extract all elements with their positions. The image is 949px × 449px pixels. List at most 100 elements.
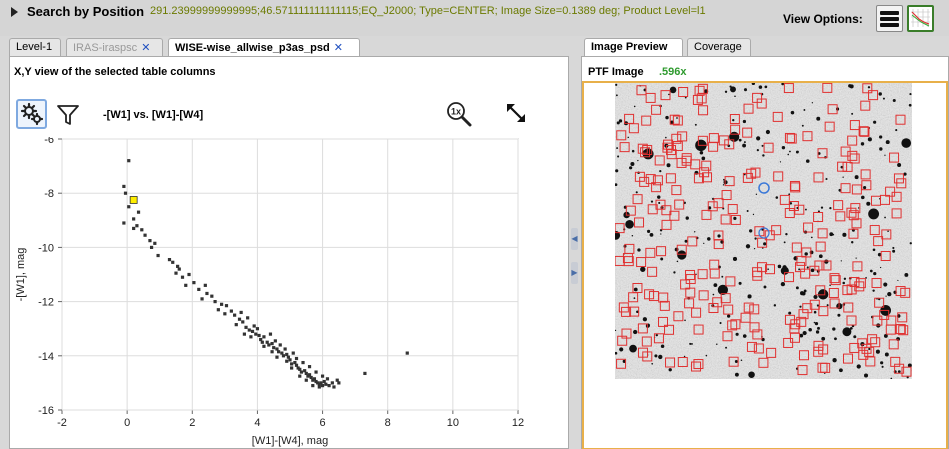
data-point bbox=[234, 323, 238, 327]
star bbox=[615, 169, 619, 173]
highlight-marker bbox=[758, 227, 770, 239]
catalog-marker bbox=[890, 356, 901, 367]
catalog-marker bbox=[802, 303, 813, 314]
data-point bbox=[286, 355, 290, 359]
data-point bbox=[135, 224, 139, 228]
data-point bbox=[250, 329, 255, 334]
catalog-marker bbox=[752, 270, 763, 281]
close-icon[interactable]: ✕ bbox=[333, 42, 343, 54]
data-point bbox=[184, 283, 188, 287]
data-point bbox=[197, 287, 201, 292]
tab-level-1[interactable]: Level-1 bbox=[9, 38, 61, 56]
selected-point[interactable] bbox=[129, 196, 138, 204]
filter-icon[interactable] bbox=[56, 103, 80, 127]
catalog-marker bbox=[849, 120, 860, 131]
view-options-label: View Options: bbox=[783, 12, 863, 26]
catalog-marker bbox=[897, 312, 908, 323]
star bbox=[840, 260, 842, 262]
grid-view-icon[interactable] bbox=[907, 5, 934, 32]
data-point bbox=[223, 312, 227, 316]
tab-label: Image Preview bbox=[591, 41, 668, 53]
close-icon[interactable]: ✕ bbox=[141, 42, 151, 54]
data-point bbox=[237, 317, 242, 321]
star bbox=[691, 342, 693, 345]
x-axis-label: [W1]-[W4], mag bbox=[252, 435, 328, 447]
data-point bbox=[156, 253, 160, 258]
star bbox=[789, 150, 791, 153]
star bbox=[892, 246, 895, 250]
data-point bbox=[285, 352, 289, 357]
star bbox=[897, 279, 899, 282]
star bbox=[829, 284, 831, 287]
panel-splitter[interactable]: ◀ ▶ bbox=[569, 56, 581, 449]
data-point bbox=[210, 294, 214, 298]
data-point bbox=[304, 371, 308, 376]
data-point bbox=[122, 221, 126, 225]
data-point bbox=[312, 377, 317, 381]
catalog-marker bbox=[842, 161, 853, 172]
catalog-marker bbox=[624, 243, 635, 254]
catalog-marker bbox=[833, 200, 844, 211]
catalog-marker bbox=[869, 225, 880, 236]
tab-iras-iraspsc[interactable]: IRAS-iraspsc ✕ bbox=[66, 38, 163, 56]
star bbox=[851, 241, 854, 244]
catalog-marker bbox=[616, 130, 627, 141]
star bbox=[703, 242, 705, 244]
star bbox=[829, 232, 834, 237]
zoom-1x-icon[interactable]: 1x bbox=[446, 101, 472, 127]
catalog-marker bbox=[693, 324, 704, 335]
data-point bbox=[192, 281, 196, 285]
data-point bbox=[306, 374, 310, 378]
catalog-marker bbox=[743, 302, 754, 313]
zoom-level: .596x bbox=[659, 66, 687, 78]
data-point bbox=[317, 382, 321, 386]
star bbox=[781, 83, 785, 86]
catalog-marker bbox=[858, 349, 869, 360]
tab-coverage[interactable]: Coverage bbox=[687, 38, 751, 56]
y-tick-label: -10 bbox=[38, 242, 54, 254]
star bbox=[903, 172, 907, 176]
catalog-marker bbox=[795, 262, 806, 273]
star bbox=[790, 110, 795, 115]
sky-image[interactable] bbox=[615, 83, 912, 379]
catalog-marker bbox=[818, 344, 829, 355]
expand-icon[interactable] bbox=[504, 101, 528, 125]
catalog-marker bbox=[852, 261, 863, 272]
star bbox=[633, 105, 636, 108]
tab-wise-allwise[interactable]: WISE-wise_allwise_p3as_psd ✕ bbox=[168, 38, 360, 57]
star bbox=[685, 216, 689, 220]
collapse-left-icon[interactable]: ◀ bbox=[571, 228, 578, 250]
gear-icon[interactable] bbox=[16, 99, 47, 129]
data-point bbox=[262, 344, 266, 348]
tab-label: WISE-wise_allwise_p3as_psd bbox=[175, 42, 330, 54]
collapse-arrow-icon[interactable] bbox=[11, 7, 18, 17]
catalog-marker bbox=[697, 269, 708, 280]
star bbox=[813, 321, 816, 324]
star bbox=[817, 210, 820, 213]
star bbox=[804, 252, 808, 256]
data-point bbox=[304, 378, 308, 382]
catalog-marker bbox=[721, 190, 732, 201]
catalog-marker bbox=[849, 153, 860, 164]
star bbox=[825, 177, 828, 181]
menu-icon[interactable] bbox=[876, 5, 903, 32]
star bbox=[743, 141, 746, 144]
scatter-chart[interactable]: -2 0 2 4 6 8 10 12 -6 -8 -10 -12 -14 -16 [W1]-[W4], ma… bbox=[10, 137, 568, 449]
collapse-right-icon[interactable]: ▶ bbox=[571, 262, 578, 284]
catalog-marker bbox=[691, 307, 702, 318]
data-point bbox=[267, 343, 271, 347]
data-point bbox=[291, 351, 295, 355]
catalog-marker bbox=[791, 242, 802, 253]
data-point bbox=[316, 381, 320, 385]
star bbox=[673, 271, 676, 274]
tab-image-preview[interactable]: Image Preview bbox=[584, 38, 683, 57]
catalog-marker bbox=[802, 131, 813, 142]
catalog-marker bbox=[872, 315, 883, 326]
catalog-marker bbox=[647, 266, 658, 277]
catalog-marker bbox=[752, 329, 763, 340]
data-point bbox=[177, 267, 181, 271]
image-viewer[interactable] bbox=[582, 81, 948, 449]
panel-title: X,Y view of the selected table columns bbox=[14, 66, 216, 78]
catalog-marker bbox=[718, 135, 729, 146]
star bbox=[654, 354, 658, 358]
